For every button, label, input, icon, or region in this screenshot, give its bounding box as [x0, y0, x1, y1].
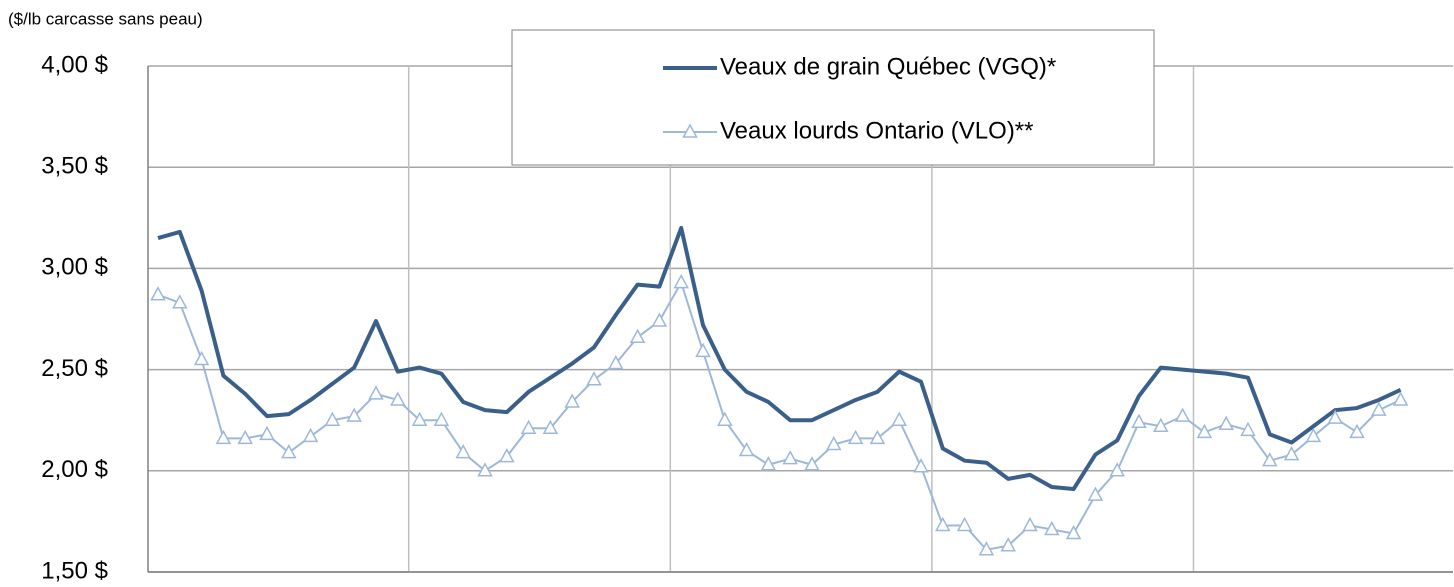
legend-label: Veaux de grain Québec (VGQ)* — [720, 53, 1056, 80]
marker — [782, 450, 798, 465]
marker — [1392, 391, 1409, 406]
y-tick-label: 3,00 $ — [41, 254, 108, 281]
marker — [651, 312, 668, 327]
marker — [1174, 407, 1191, 422]
marker — [499, 448, 515, 463]
axis-label: ($/lb carcasse sans peau) — [8, 9, 203, 28]
marker — [564, 393, 580, 408]
marker — [1000, 537, 1016, 552]
marker — [978, 541, 995, 556]
marker — [1065, 524, 1082, 540]
marker — [1044, 520, 1060, 536]
marker — [237, 429, 253, 445]
marker — [913, 458, 929, 473]
marker — [629, 328, 646, 343]
marker — [215, 429, 232, 445]
marker — [259, 425, 275, 441]
series-line — [157, 281, 1402, 551]
marker — [411, 411, 428, 426]
marker — [869, 429, 886, 445]
marker — [891, 411, 907, 426]
y-tick-label: 2,00 $ — [41, 456, 108, 483]
marker — [1218, 415, 1234, 430]
marker — [150, 286, 166, 301]
marker — [1109, 462, 1125, 477]
marker — [760, 456, 777, 471]
marker — [1305, 427, 1322, 443]
marker — [1371, 401, 1387, 416]
marker — [172, 294, 188, 309]
marker — [608, 354, 624, 370]
marker — [956, 516, 973, 532]
legend-box — [511, 29, 1155, 166]
marker — [433, 411, 450, 426]
marker — [520, 419, 537, 435]
marker — [1262, 452, 1278, 467]
marker — [1283, 446, 1300, 461]
marker — [193, 350, 210, 366]
marker — [477, 462, 493, 477]
marker — [1349, 423, 1365, 439]
y-tick-label: 2,50 $ — [41, 355, 108, 382]
marker — [1022, 516, 1038, 532]
marker — [1131, 413, 1147, 428]
marker — [826, 435, 842, 451]
marker — [695, 342, 711, 358]
marker — [346, 407, 362, 422]
legend-label: Veaux lourds Ontario (VLO)** — [720, 117, 1034, 144]
marker — [847, 429, 864, 445]
marker — [738, 441, 755, 457]
marker — [1153, 417, 1169, 433]
marker — [673, 273, 689, 289]
marker — [804, 456, 820, 471]
marker — [1240, 421, 1256, 437]
marker — [390, 391, 406, 406]
marker — [1196, 423, 1213, 439]
y-tick-label: 3,50 $ — [41, 153, 108, 180]
y-tick-label: 4,00 $ — [41, 51, 108, 78]
marker — [455, 444, 471, 459]
marker — [281, 444, 297, 459]
marker — [324, 411, 341, 426]
marker — [542, 419, 559, 435]
marker — [1087, 486, 1104, 501]
marker — [1327, 409, 1343, 424]
marker — [717, 411, 733, 426]
marker — [302, 427, 319, 443]
y-tick-label: 1,50 $ — [41, 557, 108, 584]
legend-marker — [682, 123, 698, 138]
marker — [368, 385, 384, 400]
marker — [586, 371, 602, 386]
series-line — [157, 225, 1402, 492]
marker — [935, 516, 951, 532]
